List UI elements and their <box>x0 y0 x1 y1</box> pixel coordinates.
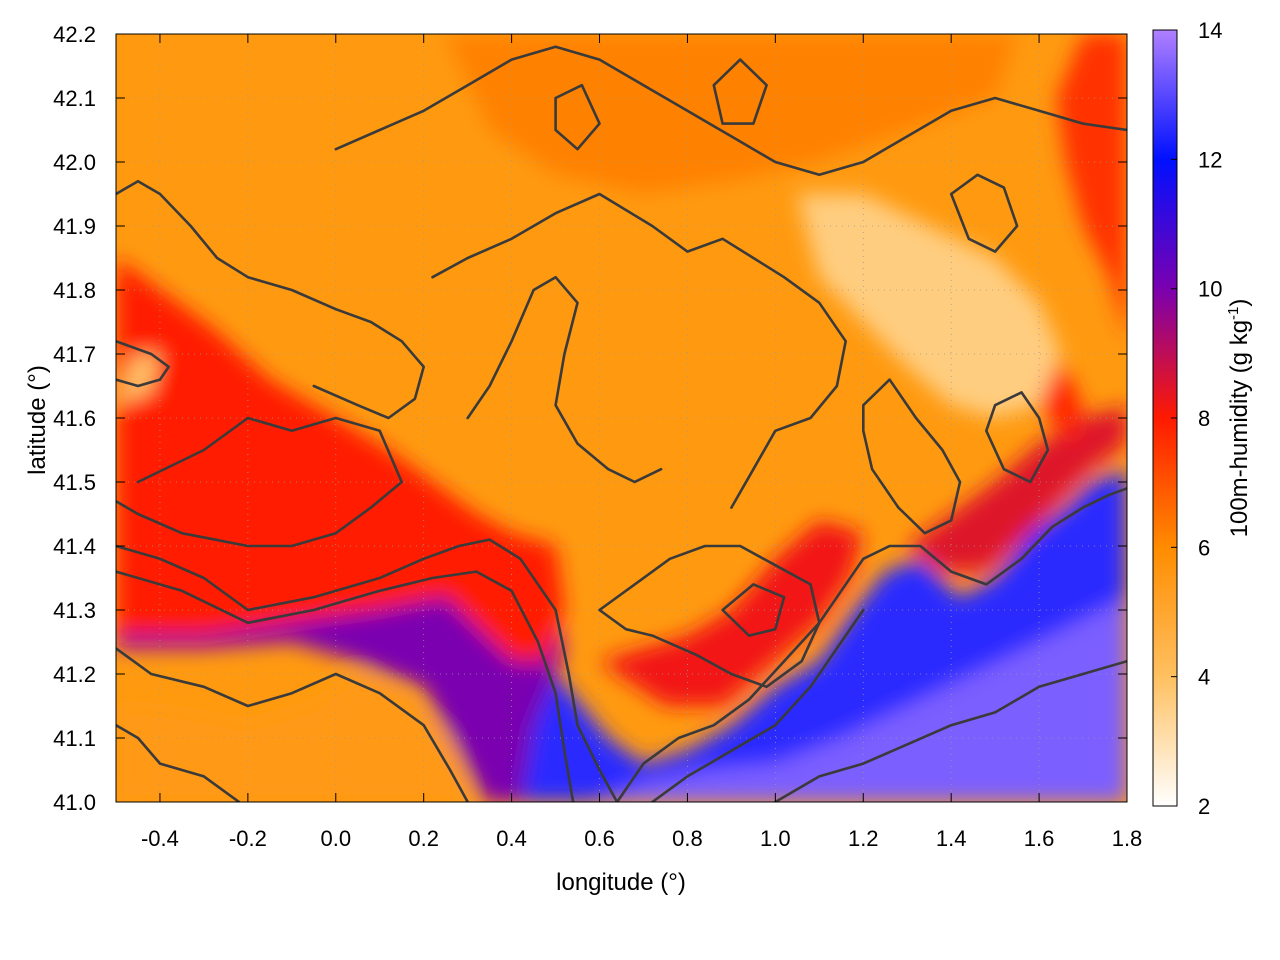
colorbar-tick-label: 2 <box>1198 794 1210 819</box>
contour-line <box>949 173 1019 253</box>
y-tick-label: 41.3 <box>53 598 96 623</box>
y-tick-label: 41.9 <box>53 214 96 239</box>
colorbar-tick-label: 6 <box>1198 535 1210 560</box>
x-axis-ticks: -0.4 -0.2 0.0 0.2 0.4 0.6 0.8 1.0 1.2 1.4 1.6 1.8 <box>141 34 1142 851</box>
colorbar-title-close: ) <box>1226 299 1253 307</box>
x-tick-label: 0.4 <box>496 826 527 851</box>
plot-area <box>115 33 1128 803</box>
contour-line <box>334 45 1127 177</box>
x-axis-title: longitude (°) <box>556 869 686 896</box>
x-tick-label: 0.8 <box>672 826 703 851</box>
contour-line <box>598 544 821 689</box>
contour-line <box>466 275 663 484</box>
x-tick-label: -0.4 <box>141 826 179 851</box>
colorbar-tick-label: 8 <box>1198 406 1210 431</box>
colorbar-title-main: 100m-humidity (g kg <box>1226 320 1253 537</box>
contour-line <box>554 83 601 151</box>
contour-line <box>615 487 1127 802</box>
field-region-offshore-light <box>590 597 1127 802</box>
y-tick-label: 42.1 <box>53 86 96 111</box>
x-tick-label: 1.2 <box>848 826 879 851</box>
colorbar: 2 4 6 8 10 12 14 100m-humidity (g kg-1) <box>1152 18 1253 819</box>
colorbar-tick-label: 4 <box>1198 665 1210 690</box>
y-tick-label: 41.8 <box>53 278 96 303</box>
contour-line <box>774 659 1127 802</box>
field-region-west-pale-lobe <box>116 354 160 406</box>
contour-line <box>116 570 575 802</box>
x-tick-label: 1.6 <box>1024 826 1055 851</box>
y-tick-label: 41.6 <box>53 406 96 431</box>
contour-line <box>985 391 1050 484</box>
contour-lines <box>116 45 1127 802</box>
field-region-west-red-band <box>116 258 565 662</box>
field-region-east-coast-red <box>907 405 1127 572</box>
y-tick-label: 42.0 <box>53 150 96 175</box>
x-tick-label: 1.4 <box>936 826 967 851</box>
field-region-southwest-orange <box>116 674 468 802</box>
contour-line <box>116 647 469 802</box>
x-tick-label: -0.2 <box>229 826 267 851</box>
contour-line <box>712 58 768 125</box>
contour-line <box>651 608 865 802</box>
y-tick-label: 41.2 <box>53 662 96 687</box>
colorbar-ticks: 2 4 6 8 10 12 14 <box>1171 18 1222 819</box>
y-axis-title: latitude (°) <box>24 365 51 475</box>
colorbar-title: 100m-humidity (g kg-1) <box>1225 299 1253 538</box>
contour-line <box>862 378 962 535</box>
field-region-north-orange <box>445 34 1018 194</box>
y-tick-label: 41.7 <box>53 342 96 367</box>
y-axis-ticks: 41.0 41.1 41.2 41.3 41.4 41.5 41.6 41.7 41.8 41.9… <box>53 22 1127 815</box>
colorbar-tick-label: 14 <box>1198 18 1222 43</box>
y-tick-label: 42.2 <box>53 22 96 47</box>
colorbar-title-exponent: -1 <box>1225 307 1242 320</box>
colorbar-tick-label: 12 <box>1198 147 1222 172</box>
contour-line <box>116 339 170 388</box>
contour-line <box>116 723 241 802</box>
x-tick-label: 0.0 <box>320 826 351 851</box>
x-tick-label: 0.6 <box>584 826 615 851</box>
y-tick-label: 41.4 <box>53 534 96 559</box>
y-tick-label: 41.1 <box>53 726 96 751</box>
y-tick-label: 41.0 <box>53 790 96 815</box>
field-region-northeast-red <box>1056 34 1127 342</box>
x-tick-label: 1.8 <box>1112 826 1143 851</box>
contour-line <box>116 538 619 802</box>
contour-line <box>721 583 786 637</box>
contour-line <box>431 192 847 509</box>
x-tick-label: 1.0 <box>760 826 791 851</box>
y-tick-label: 41.5 <box>53 470 96 495</box>
colorbar-tick-label: 10 <box>1198 277 1222 302</box>
x-tick-label: 0.2 <box>408 826 439 851</box>
contour-line <box>116 179 425 420</box>
field-region-coastal-red-strip <box>599 520 864 706</box>
contour-line <box>116 416 403 548</box>
